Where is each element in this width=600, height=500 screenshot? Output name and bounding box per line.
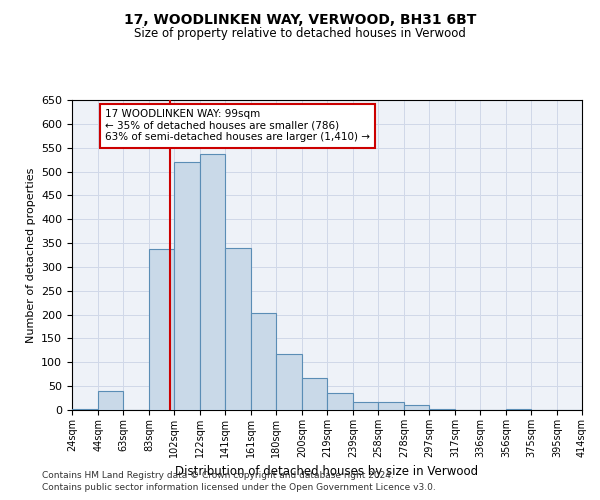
Text: 17 WOODLINKEN WAY: 99sqm
← 35% of detached houses are smaller (786)
63% of semi-: 17 WOODLINKEN WAY: 99sqm ← 35% of detach… [105,110,370,142]
Bar [149,249,173,410]
Text: Contains HM Land Registry data © Crown copyright and database right 2024.: Contains HM Land Registry data © Crown c… [42,470,394,480]
Bar [175,162,200,410]
Bar [277,354,302,410]
Bar [430,408,455,410]
Bar [353,402,377,410]
Text: Contains public sector information licensed under the Open Government Licence v3: Contains public sector information licen… [42,483,436,492]
Bar [404,405,428,410]
Bar [251,313,275,410]
Bar [200,154,224,410]
Text: 17, WOODLINKEN WAY, VERWOOD, BH31 6BT: 17, WOODLINKEN WAY, VERWOOD, BH31 6BT [124,12,476,26]
Bar [226,248,251,410]
Bar [506,408,530,410]
Bar [73,409,98,410]
Text: Size of property relative to detached houses in Verwood: Size of property relative to detached ho… [134,28,466,40]
X-axis label: Distribution of detached houses by size in Verwood: Distribution of detached houses by size … [175,466,479,478]
Bar [379,402,404,410]
Bar [328,394,353,410]
Bar [98,391,122,410]
Y-axis label: Number of detached properties: Number of detached properties [26,168,35,342]
Bar [302,378,326,410]
